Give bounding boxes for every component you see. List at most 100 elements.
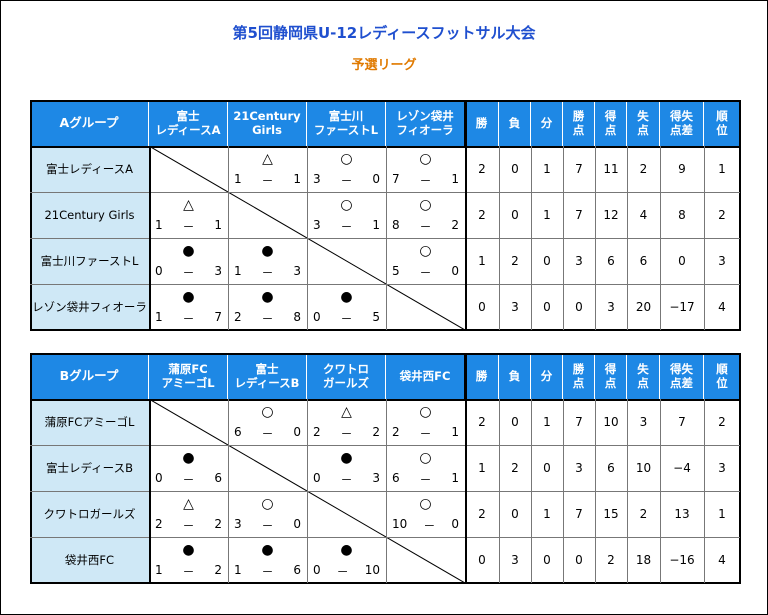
grid-line xyxy=(386,146,387,330)
opponent-header: 富士 レディースB xyxy=(228,353,307,399)
score-opp: 10 xyxy=(364,563,380,577)
stat-header: 得失 点差 xyxy=(660,100,704,146)
score: 7 － 1 xyxy=(392,172,459,189)
grid-line xyxy=(30,100,740,102)
win-mark: ○ xyxy=(261,496,274,512)
score-opp: 2 xyxy=(214,517,222,531)
header-line: 点 xyxy=(604,123,617,137)
stat-value: 6 xyxy=(607,461,615,475)
stat-value: 1 xyxy=(478,461,486,475)
match-result: ● 0 － 3 xyxy=(307,445,386,491)
match-result: ● 1 － 2 xyxy=(149,537,228,583)
header-line: 得失 xyxy=(670,109,693,123)
score-opp: 0 xyxy=(293,517,301,531)
stat-header: 分 xyxy=(531,353,563,399)
score-opp: 8 xyxy=(293,310,301,324)
match-result: ● 1 － 3 xyxy=(228,238,307,284)
loss-mark: ● xyxy=(261,542,274,558)
score-opp: 1 xyxy=(372,218,380,232)
header-line: 勝 xyxy=(475,369,488,383)
score-own: 3 xyxy=(313,172,321,186)
stat-value: 0 xyxy=(478,300,486,314)
score-opp: 5 xyxy=(372,310,380,324)
header-line: フィオーラ xyxy=(396,123,454,137)
draw-mark: △ xyxy=(262,151,273,167)
stat-value: 3 xyxy=(575,254,583,268)
opponent-header: レゾン袋井 フィオーラ xyxy=(386,100,465,146)
header-line: ガールズ xyxy=(323,376,369,390)
stat-value: −17 xyxy=(669,300,695,314)
team-name: 21Century Girls xyxy=(30,192,149,238)
match-result: △ 1 － 1 xyxy=(149,192,228,238)
score: 0 － 5 xyxy=(313,310,380,327)
stat-header: 勝 xyxy=(465,353,499,399)
match-result: △ 1 － 1 xyxy=(228,146,307,192)
stat-header: 順位 xyxy=(704,100,740,146)
match-result: ● 0 － 6 xyxy=(149,445,228,491)
score-opp: 3 xyxy=(293,264,301,278)
stat-value: 7 xyxy=(575,162,583,176)
score-dash: － xyxy=(261,427,274,441)
score-opp: 6 xyxy=(293,563,301,577)
header-line: 勝 xyxy=(572,362,585,376)
score-own: 3 xyxy=(313,218,321,232)
stat-value: 0 xyxy=(678,254,686,268)
stat-value: 0 xyxy=(511,208,519,222)
header-line: 得 xyxy=(604,109,617,123)
score-opp: 2 xyxy=(451,218,459,232)
team-name: クワトロガールズ xyxy=(30,491,149,537)
diagonal-line xyxy=(386,284,465,330)
stat-value: 0 xyxy=(511,507,519,521)
score: 3 － 0 xyxy=(313,172,380,189)
score: 0 － 3 xyxy=(313,471,380,488)
match-result: ○ 3 － 0 xyxy=(307,146,386,192)
match-result: ● 0 － 5 xyxy=(307,284,386,330)
stat-value: 9 xyxy=(678,162,686,176)
match-result: ● 1 － 7 xyxy=(149,284,228,330)
score: 2 － 1 xyxy=(392,425,459,442)
grid-line xyxy=(386,399,387,583)
match-result: ● 0 － 3 xyxy=(149,238,228,284)
grid-line xyxy=(595,146,596,330)
stat-value: 1 xyxy=(478,254,486,268)
stat-value: 6 xyxy=(639,254,648,268)
diagonal-cell xyxy=(307,491,386,537)
score-opp: 3 xyxy=(214,264,222,278)
stat-value: 1 xyxy=(543,507,551,521)
header-line: 負 xyxy=(508,116,521,130)
stat-value: 3 xyxy=(511,300,519,314)
team-name: 袋井西FC xyxy=(30,537,149,583)
win-mark: ○ xyxy=(261,404,274,420)
score-dash: － xyxy=(340,473,353,487)
score: 2 － 2 xyxy=(313,425,380,442)
grid-line xyxy=(149,146,151,330)
stat-value: 18 xyxy=(635,553,652,567)
score: 2 － 2 xyxy=(155,517,222,534)
stat-value: 2 xyxy=(478,208,486,222)
grid-line xyxy=(30,353,32,584)
stat-value: 1 xyxy=(718,162,726,176)
score-dash: － xyxy=(261,174,274,188)
stat-value: 10 xyxy=(603,415,619,429)
score: 0 － 10 xyxy=(313,563,380,580)
team-name: 富士レディースB xyxy=(30,445,149,491)
win-mark: ○ xyxy=(340,197,353,213)
group-name-header: Aグループ xyxy=(30,100,149,146)
score: 1 － 7 xyxy=(155,310,222,327)
stat-header: 失点 xyxy=(627,353,660,399)
score-opp: 1 xyxy=(451,471,459,485)
score-opp: 7 xyxy=(214,310,222,324)
match-result: ● 0 － 10 xyxy=(307,537,386,583)
grid-line xyxy=(30,445,740,446)
header-line: 分 xyxy=(540,369,553,383)
opponent-header: 21Century Girls xyxy=(228,100,307,146)
header-line: 位 xyxy=(716,376,728,390)
grid-line xyxy=(660,146,661,330)
stat-header: 得点 xyxy=(595,353,627,399)
diagonal-cell xyxy=(307,238,386,284)
grid-line xyxy=(704,399,705,583)
header-line: 点 xyxy=(572,376,585,390)
score-own: 2 xyxy=(155,517,163,531)
score-own: 2 xyxy=(234,310,242,324)
stat-value: 3 xyxy=(718,254,726,268)
